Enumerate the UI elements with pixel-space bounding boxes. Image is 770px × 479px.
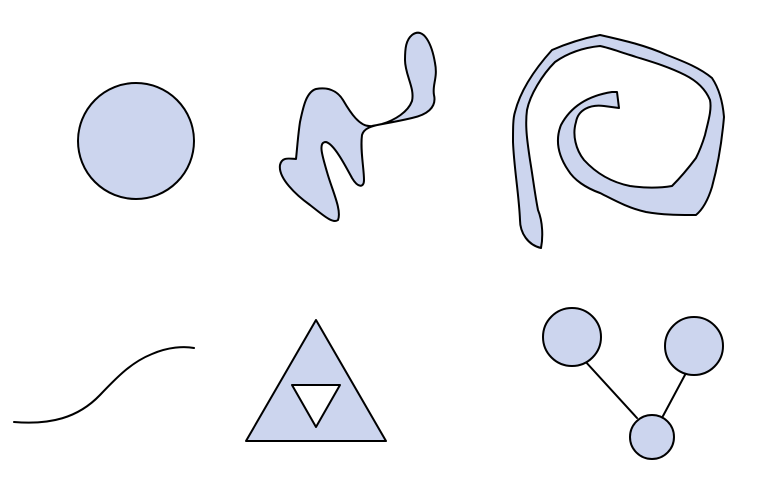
graph-edge-left bbox=[583, 359, 638, 419]
blob-shape bbox=[278, 31, 437, 222]
graph-edge-right bbox=[662, 372, 687, 417]
curve-line bbox=[13, 346, 195, 424]
graph-node-top-right bbox=[664, 316, 724, 376]
circle-shape bbox=[77, 82, 195, 200]
graph-node-bottom bbox=[629, 414, 675, 460]
triangle-with-hole-shape bbox=[245, 319, 387, 442]
spiral-shape bbox=[512, 34, 725, 249]
graph-node-top-left bbox=[542, 307, 602, 367]
